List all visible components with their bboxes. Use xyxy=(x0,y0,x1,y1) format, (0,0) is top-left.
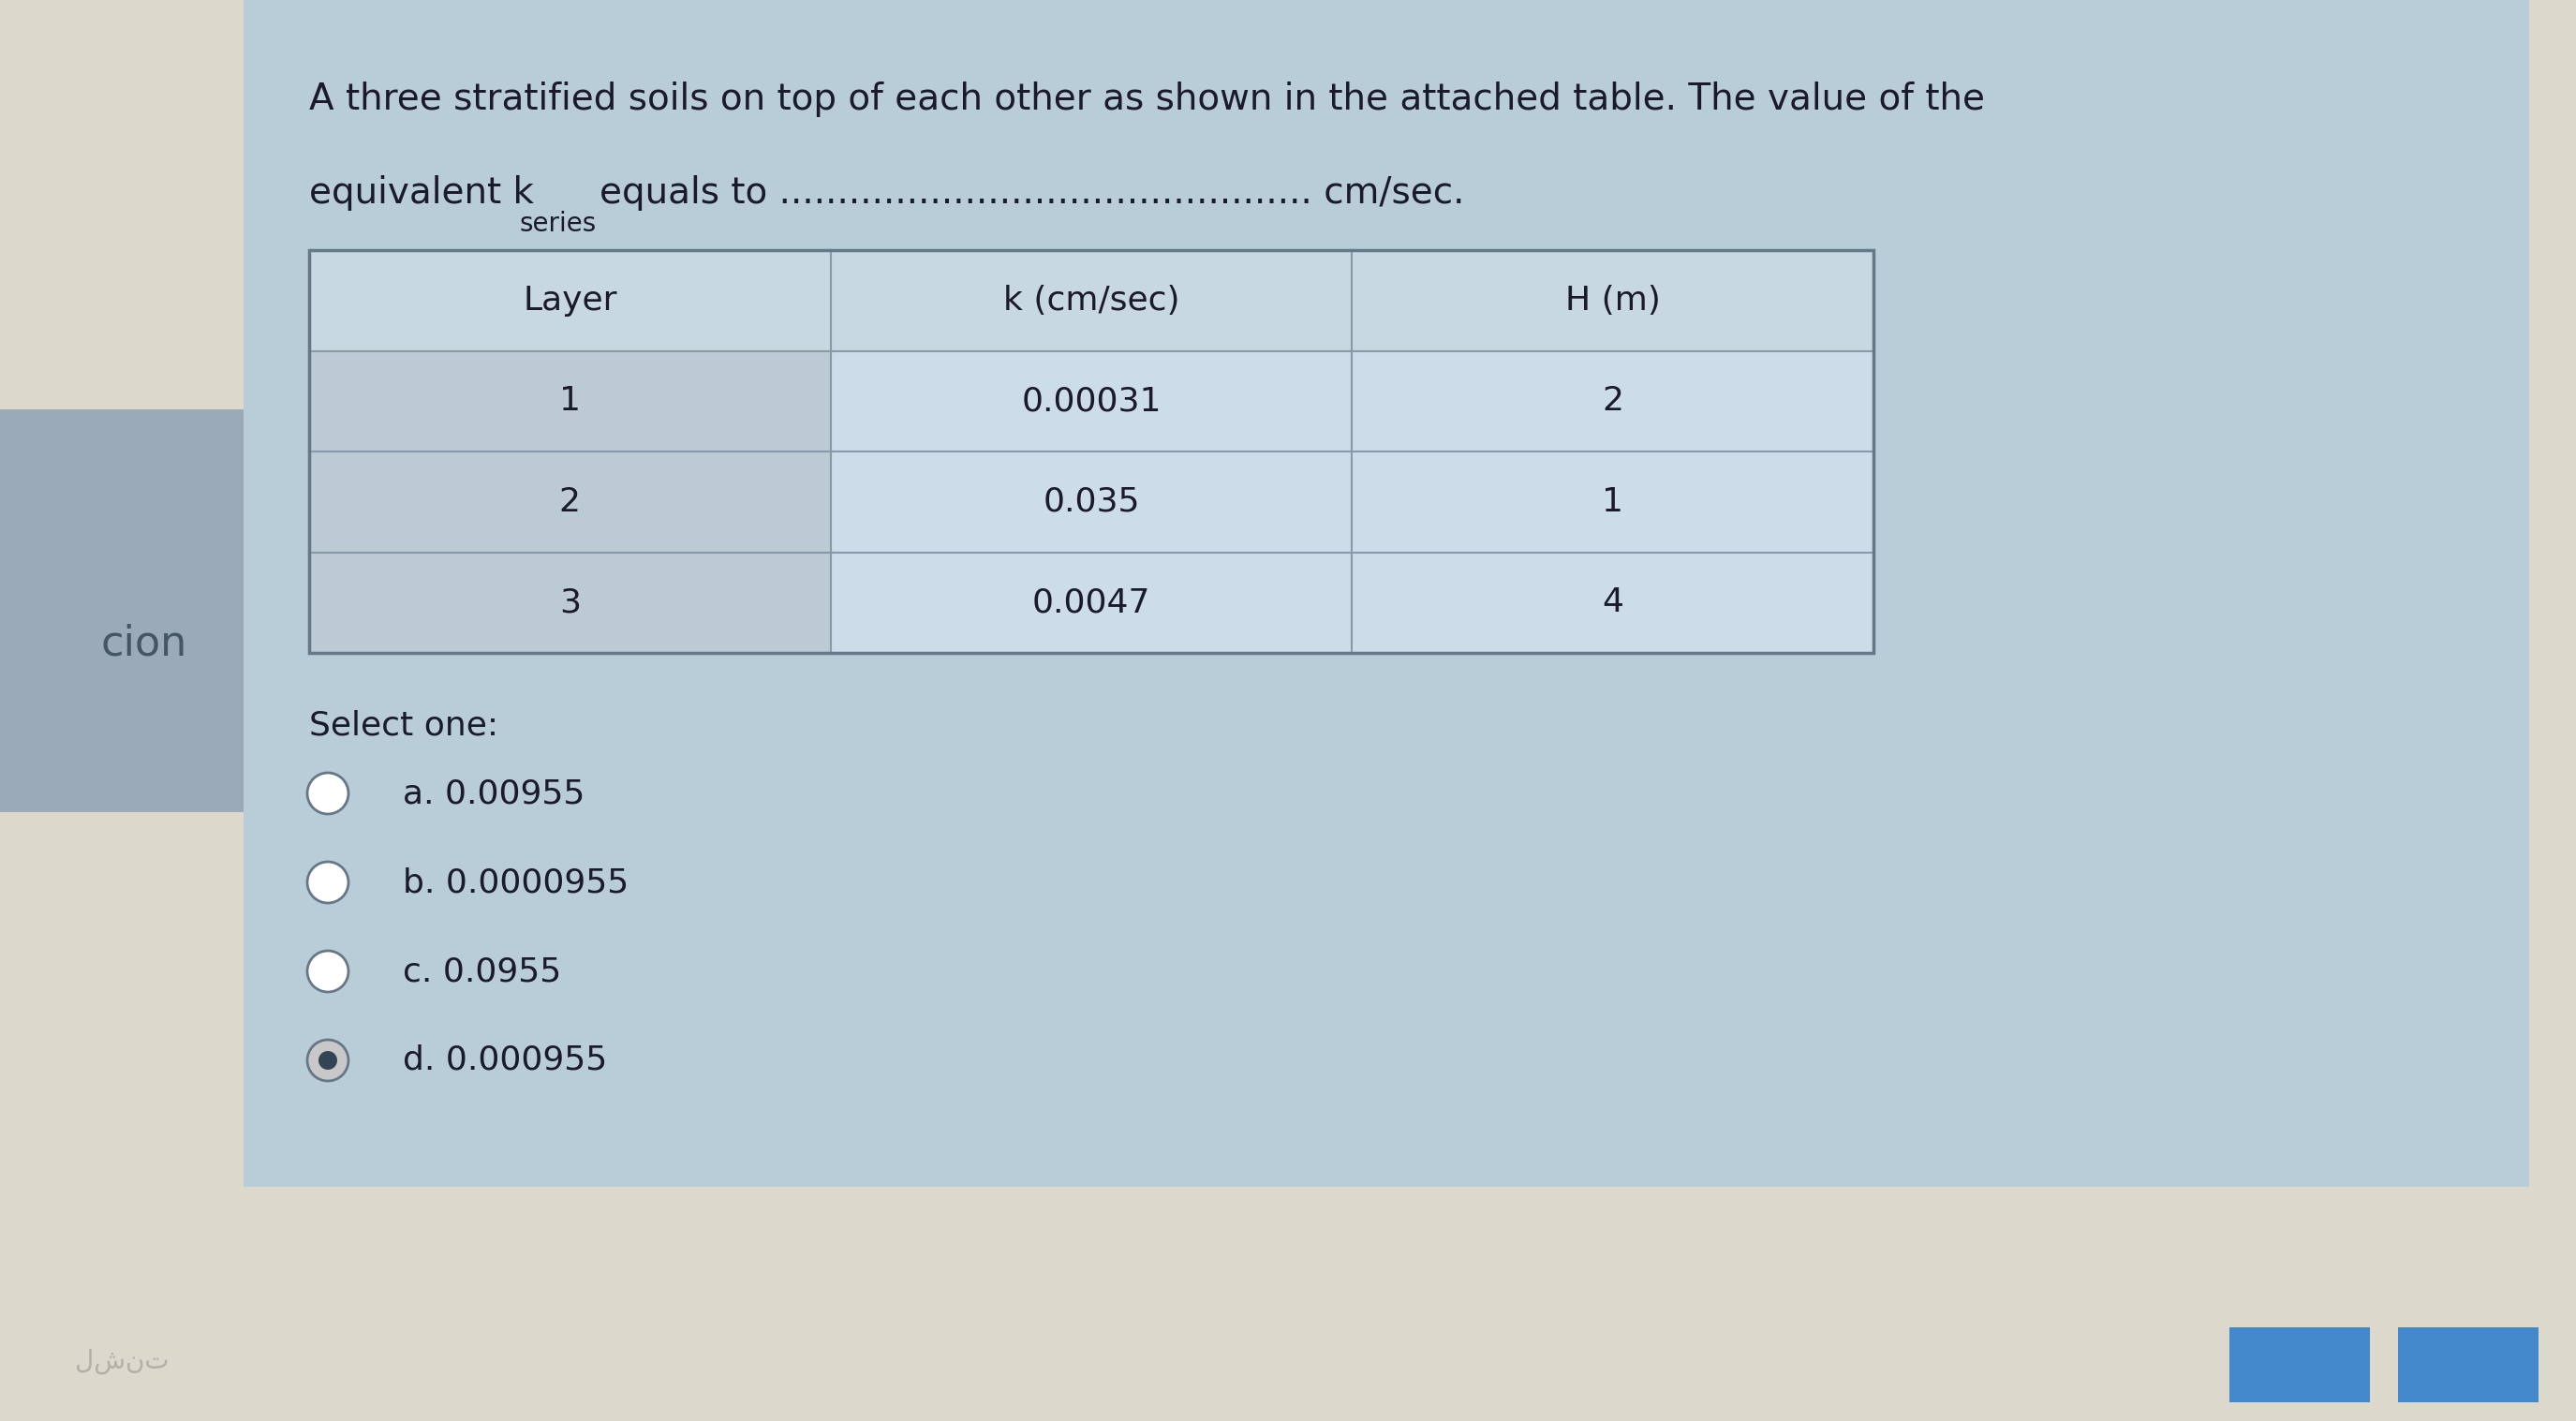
Bar xyxy=(829,351,1352,452)
Text: 3: 3 xyxy=(559,587,580,618)
Circle shape xyxy=(307,861,348,902)
Text: c. 0.0955: c. 0.0955 xyxy=(402,955,562,988)
Bar xyxy=(245,0,2530,1187)
Bar xyxy=(829,553,1352,652)
Circle shape xyxy=(307,951,348,992)
Text: equivalent k: equivalent k xyxy=(309,175,533,210)
Text: d. 0.000955: d. 0.000955 xyxy=(402,1044,608,1076)
Bar xyxy=(2398,1327,2537,1403)
Bar xyxy=(1352,250,1873,351)
Text: 1: 1 xyxy=(559,385,580,418)
Bar xyxy=(309,452,829,553)
Text: لشنت: لشنت xyxy=(75,1349,170,1374)
Text: series: series xyxy=(520,210,598,237)
Bar xyxy=(1352,452,1873,553)
Text: 4: 4 xyxy=(1602,587,1623,618)
Text: cion: cion xyxy=(100,624,188,664)
Bar xyxy=(309,351,829,452)
Text: Select one:: Select one: xyxy=(309,709,497,740)
Bar xyxy=(309,250,1873,652)
Text: 0.00031: 0.00031 xyxy=(1020,385,1162,418)
Text: b. 0.0000955: b. 0.0000955 xyxy=(402,867,629,898)
Bar xyxy=(1352,553,1873,652)
Text: k (cm/sec): k (cm/sec) xyxy=(1002,284,1180,317)
Text: 1: 1 xyxy=(1602,486,1623,517)
Text: 0.035: 0.035 xyxy=(1043,486,1139,517)
Bar xyxy=(829,250,1352,351)
Text: Layer: Layer xyxy=(523,284,616,317)
Text: H (m): H (m) xyxy=(1566,284,1662,317)
Bar xyxy=(1352,351,1873,452)
Circle shape xyxy=(319,1052,337,1070)
Text: 0.0047: 0.0047 xyxy=(1033,587,1151,618)
Text: equals to .............................................. cm/sec.: equals to ..............................… xyxy=(600,175,1466,210)
Text: A three stratified soils on top of each other as shown in the attached table. Th: A three stratified soils on top of each … xyxy=(309,81,1986,117)
Bar xyxy=(2228,1327,2370,1403)
Circle shape xyxy=(307,773,348,814)
Bar xyxy=(309,553,829,652)
Bar xyxy=(829,452,1352,553)
Circle shape xyxy=(307,1040,348,1081)
Text: a. 0.00955: a. 0.00955 xyxy=(402,777,585,810)
Text: 2: 2 xyxy=(559,486,580,517)
Text: 2: 2 xyxy=(1602,385,1623,418)
Bar xyxy=(0,409,245,813)
Bar xyxy=(309,250,829,351)
